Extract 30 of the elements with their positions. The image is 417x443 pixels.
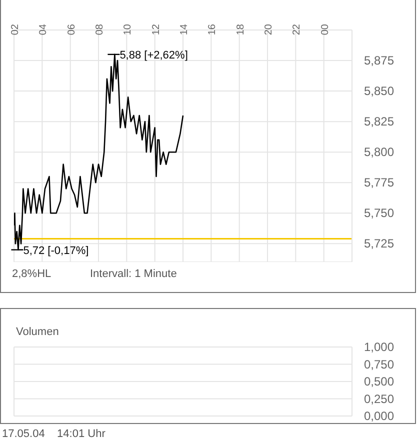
x-tick-label: 18 bbox=[235, 24, 246, 36]
text: 17.05.04 14:01 Uhr bbox=[2, 428, 106, 440]
y-tick-label: 5,775 bbox=[364, 176, 394, 190]
y-tick-label: 0,750 bbox=[364, 357, 394, 372]
x-tick-label: 00 bbox=[320, 24, 331, 36]
y-tick-label: 1,000 bbox=[364, 340, 394, 354]
y-tick-label: 5,875 bbox=[364, 54, 394, 68]
y-tick-label: 5,725 bbox=[364, 236, 394, 251]
x-tick-label: 12 bbox=[150, 24, 162, 36]
x-tick-label: 04 bbox=[38, 24, 50, 36]
y-tick-label: 0,000 bbox=[364, 409, 394, 423]
y-tick-label: 5,825 bbox=[364, 114, 394, 129]
x-tick-label: 06 bbox=[66, 24, 78, 36]
x-tick-label: 14 bbox=[179, 24, 190, 36]
y-tick-label: 5,800 bbox=[364, 145, 394, 160]
y-tick-label: 5,850 bbox=[364, 84, 394, 98]
x-tick-label: 16 bbox=[207, 24, 218, 36]
x-tick-label: 22 bbox=[292, 24, 303, 36]
chart-title: Volumen bbox=[16, 326, 59, 338]
y-tick-label: 0,500 bbox=[364, 374, 394, 388]
y-tick-label: 5,750 bbox=[364, 206, 394, 220]
x-tick-label: 20 bbox=[264, 24, 274, 36]
x-tick-label: 08 bbox=[94, 24, 106, 36]
annotation: 5,88 [+2,62%] bbox=[120, 49, 188, 62]
x-tick-label: 02 bbox=[10, 24, 21, 36]
x-tick-label: 10 bbox=[122, 24, 134, 36]
annotation: 5,72 [-0,17%] bbox=[23, 244, 89, 257]
text: Intervall: 1 Minute bbox=[90, 268, 177, 280]
text: 2,8%HL bbox=[12, 268, 52, 280]
y-tick-label: 0,250 bbox=[364, 392, 394, 406]
